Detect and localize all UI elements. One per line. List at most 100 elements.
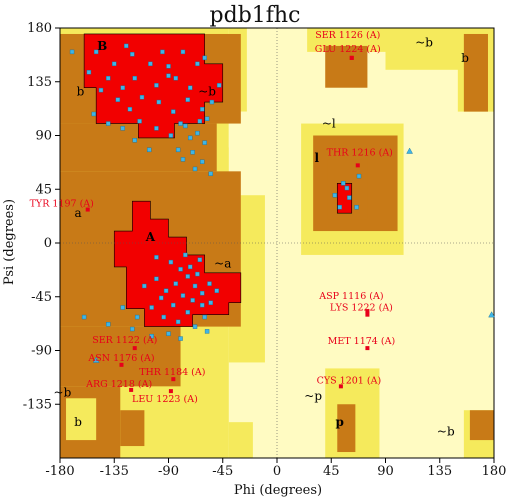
residue-label: THR 1184 (A) [139,367,205,378]
residue-point [200,107,205,112]
region-core-pro [337,404,356,453]
residue-point [178,121,183,126]
region-label: ~b [415,35,433,49]
y-tick-label: -135 [23,397,52,412]
region-generous-mid [228,111,314,148]
residue-point [154,126,159,131]
residue-label: LEU 1223 (A) [132,394,198,405]
residue-point [204,329,210,334]
region-allowed-b-pocket [66,398,97,441]
residue-point [147,147,152,153]
residue-point [180,293,186,298]
region-core-alpha-lower [60,326,181,387]
outlier-marker [365,346,370,351]
residue-point [166,73,171,78]
y-tick-label: 135 [27,75,52,90]
plot-grid [60,28,494,458]
glycine-point [406,147,413,154]
region-label: b [74,415,82,429]
residue-point [91,111,96,117]
residue-point [106,322,111,327]
residue-point [106,75,111,81]
residue-label: ASP 1116 (A) [318,291,383,302]
region-label: B [97,39,107,53]
residue-point [142,283,147,289]
residue-point [86,69,92,75]
outlier-marker [355,163,360,168]
residue-label: SER 1122 (A) [92,335,157,346]
residue-point [154,255,159,260]
residue-point [214,288,219,293]
residue-point [166,331,171,336]
residue-point [180,49,186,55]
region-label: a [75,206,82,220]
residue-point [344,185,350,191]
residue-point [216,83,222,88]
residue-point [202,140,207,145]
residue-point [190,298,195,303]
residue-label: SER 1126 (A) [315,30,380,41]
outlier-marker [85,207,90,212]
residue-point [200,159,205,164]
residue-point [183,252,188,258]
y-axis-label: Psi (degrees) [2,199,17,285]
residue-label: ASN 1176 (A) [87,353,154,364]
region-label: A [145,230,156,244]
outlier-marker [365,309,370,314]
residue-point [139,95,145,100]
residue-point [171,302,176,308]
outlier-marker [119,362,124,367]
outlier-marker [349,55,354,60]
residue-point [354,204,359,210]
residue-point [185,310,190,315]
residue-point [209,99,215,105]
x-tick-label: -135 [100,464,129,479]
residue-point [202,55,207,61]
region-favoured-alpha [113,200,242,327]
region-label: b [461,51,469,65]
residue-label: ARG 1218 (A) [85,379,152,390]
residue-point [156,99,162,105]
region-generous-left-top [301,99,410,124]
region-label: ~b [198,84,216,98]
y-tick-label: 0 [44,236,52,251]
region-label: ~b [437,425,455,439]
residue-point [195,61,200,67]
residue-point [341,181,346,186]
data-points [69,43,495,363]
residue-point [115,97,121,102]
residue-point [161,314,166,320]
residue-point [168,259,174,265]
residue-point [202,314,207,320]
x-tick-label: -45 [212,464,233,479]
residue-point [190,150,195,155]
region-label: ~a [214,256,231,270]
residue-point [120,126,125,131]
residue-point [332,193,338,198]
x-tick-label: 135 [427,464,452,479]
outlier-marker [132,346,137,351]
residue-point [69,49,75,55]
residue-point [106,121,111,126]
outlier-marker [171,377,176,382]
glycine-point [488,311,495,318]
residue-point [200,290,205,296]
residue-point [173,281,178,286]
residue-point [208,300,213,305]
residue-point [154,83,159,88]
x-tick-label: 0 [273,464,281,479]
residue-point [204,116,210,121]
region-core-right-beta [463,33,488,112]
residue-point [154,276,159,282]
residue-point [197,118,203,124]
residue-point [98,87,104,93]
residue-label: TYR 1197 (A) [30,199,94,210]
residue-point [180,157,186,162]
residue-point [159,295,164,301]
residue-point [200,302,205,308]
residue-point [173,75,178,81]
residue-point [137,118,142,124]
y-tick-label: 90 [35,129,52,144]
residue-point [148,61,153,67]
x-tick-label: 90 [377,464,394,479]
